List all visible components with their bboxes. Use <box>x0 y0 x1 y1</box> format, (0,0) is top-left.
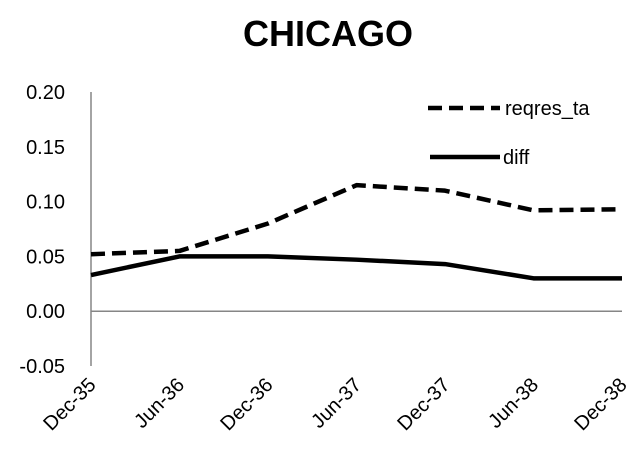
y-tick-labels: 0.20 0.15 0.10 0.05 0.00 -0.05 <box>19 82 65 378</box>
y-tick-label: 0.00 <box>26 301 65 323</box>
series-line-reqres-ta <box>90 182 623 257</box>
y-tick-label: 0.05 <box>26 246 65 268</box>
legend-label: diff <box>503 147 530 169</box>
x-tick-label: Jun-36 <box>130 374 189 433</box>
x-tick-label: Dec-38 <box>570 374 630 435</box>
y-tick-label: -0.05 <box>19 356 65 378</box>
y-tick-label: 0.20 <box>26 82 65 104</box>
x-tick-label: Dec-35 <box>39 374 100 435</box>
chart-title: CHICAGO <box>243 13 413 54</box>
y-tick-label: 0.15 <box>26 137 65 159</box>
legend-label: reqres_ta <box>505 98 590 120</box>
x-tick-label: Dec-36 <box>216 374 277 435</box>
x-tick-label: Jun-38 <box>484 374 543 433</box>
x-tick-label: Jun-37 <box>307 374 366 433</box>
y-tick-label: 0.10 <box>26 192 65 214</box>
axes <box>90 92 622 366</box>
x-tick-labels: Dec-35 Jun-36 Dec-36 Jun-37 Dec-37 Jun-38 Dec-… <box>39 374 630 435</box>
x-tick-label: Dec-37 <box>393 374 454 435</box>
series-lines <box>90 182 623 281</box>
series-line-diff <box>90 254 622 281</box>
